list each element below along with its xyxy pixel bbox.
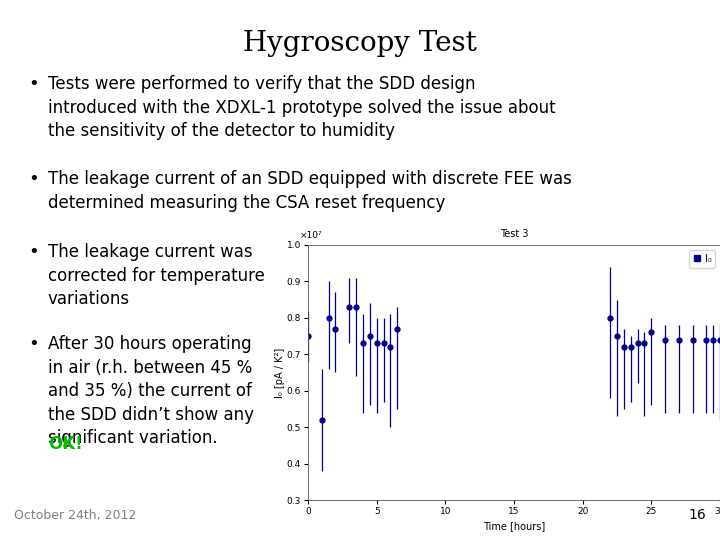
Text: After 30 hours operating
in air (r.h. between 45 %
and 35 %) the current of
the : After 30 hours operating in air (r.h. be… — [48, 335, 254, 448]
Text: Hygroscopy Test: Hygroscopy Test — [243, 30, 477, 57]
X-axis label: Time [hours]: Time [hours] — [483, 522, 545, 531]
Y-axis label: I₀ [pA / K²]: I₀ [pA / K²] — [275, 347, 285, 397]
Title: Test 3: Test 3 — [500, 228, 528, 239]
Text: The leakage current was
corrected for temperature
variations: The leakage current was corrected for te… — [48, 243, 265, 308]
Text: 16: 16 — [688, 508, 706, 522]
Text: October 24th, 2012: October 24th, 2012 — [14, 509, 136, 522]
Text: Tests were performed to verify that the SDD design
introduced with the XDXL-1 pr: Tests were performed to verify that the … — [48, 75, 556, 140]
Text: •: • — [28, 335, 39, 353]
Text: •: • — [28, 75, 39, 93]
Text: OK!: OK! — [48, 435, 83, 454]
Text: •: • — [28, 170, 39, 188]
Text: •: • — [28, 243, 39, 261]
Legend: I₀: I₀ — [689, 250, 715, 268]
Text: The leakage current of an SDD equipped with discrete FEE was
determined measurin: The leakage current of an SDD equipped w… — [48, 170, 572, 212]
Text: ×10⁷: ×10⁷ — [300, 231, 323, 240]
